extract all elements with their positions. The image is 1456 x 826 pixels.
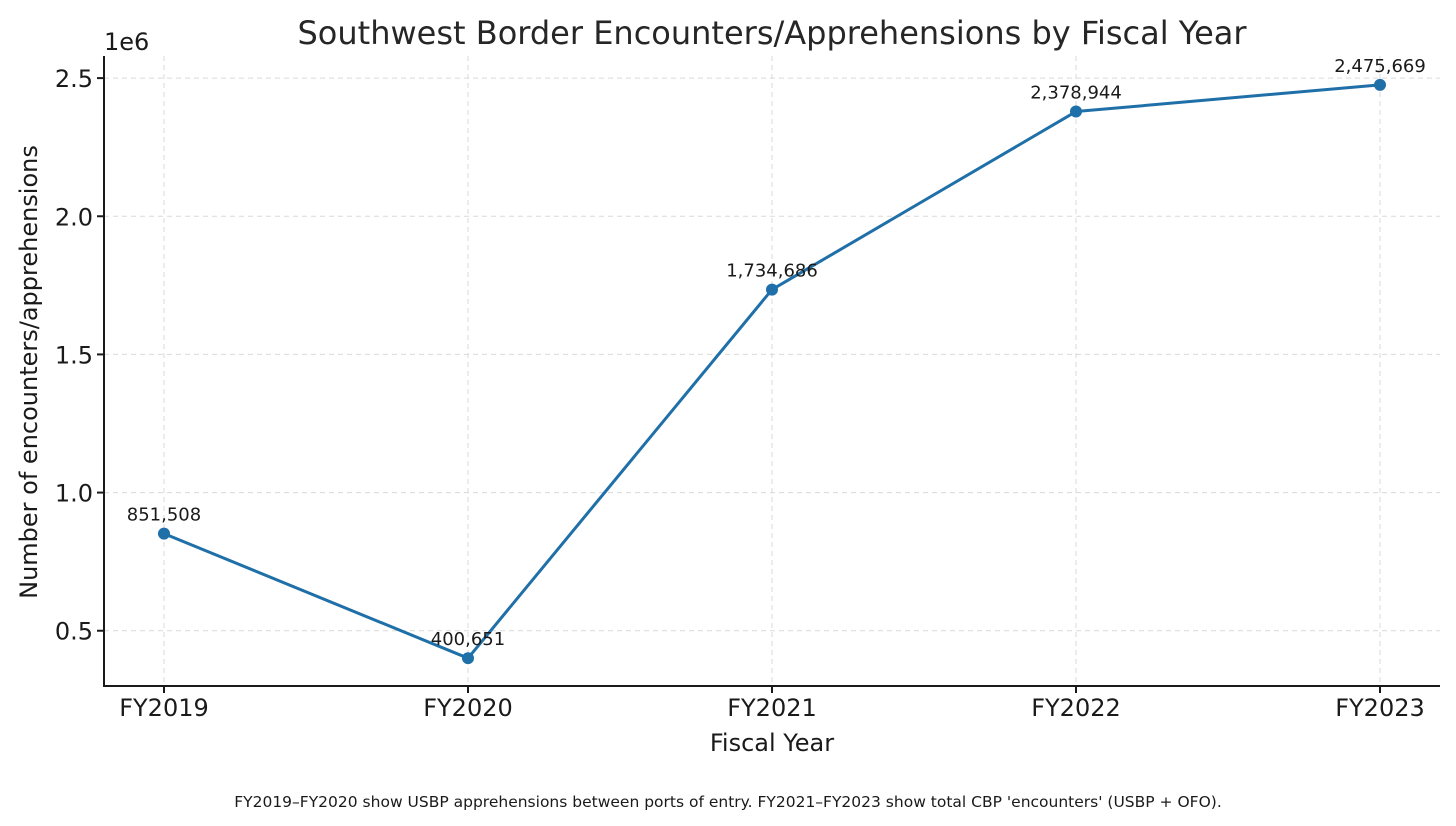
data-point-marker [462,652,474,665]
series-layer [158,78,1386,665]
data-labels-layer: 851,508 400,651 1,734,686 2,378,944 2,475,66… [127,56,1426,650]
y-axis-offset-label: 1e6 [104,28,149,56]
data-point-label: 2,378,944 [1030,83,1122,104]
x-tick-label: FY2021 [727,694,817,722]
data-point-marker [158,527,170,540]
y-tick-label: 0.5 [55,618,93,646]
data-point-label: 1,734,686 [726,261,818,282]
x-tick-label: FY2022 [1031,694,1121,722]
y-tick-label: 1.5 [55,341,93,369]
x-tick-label: FY2019 [119,694,209,722]
grid-layer [104,56,1440,686]
y-tick-label: 1.0 [55,480,93,508]
data-point-marker [1070,105,1082,118]
data-point-marker [1374,78,1386,91]
x-axis-label: Fiscal Year [710,729,834,757]
y-tick-label: 2.5 [55,65,93,93]
data-point-label: 2,475,669 [1334,56,1426,77]
x-tick-label: FY2020 [423,694,513,722]
y-tick-label: 2.0 [55,203,93,231]
chart-title: Southwest Border Encounters/Apprehension… [297,14,1247,52]
data-point-marker [766,283,778,296]
y-axis-label: Number of encounters/apprehensions [15,145,43,599]
ticks-layer: FY2019 FY2020 FY2021 FY2022 FY2023 0.5 1.0 1.5 2… [55,65,1425,722]
x-tick-label: FY2023 [1335,694,1425,722]
data-point-label: 400,651 [431,629,505,650]
data-point-label: 851,508 [127,505,201,526]
chart-footnote: FY2019–FY2020 show USBP apprehensions be… [234,793,1222,811]
